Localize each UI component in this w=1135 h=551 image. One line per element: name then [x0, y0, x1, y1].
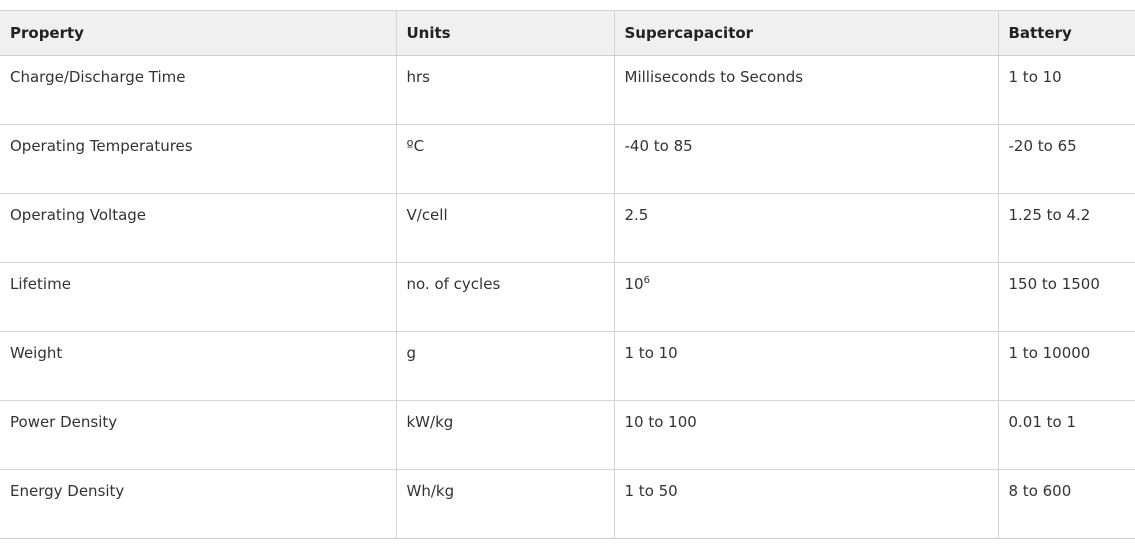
cell-units: Wh/kg [395, 469, 614, 539]
header-units: Units [395, 10, 614, 56]
cell-supercapacitor: Milliseconds to Seconds [613, 55, 998, 125]
table-row: Operating Temperatures ºC -40 to 85 -20 … [0, 124, 1135, 194]
header-battery: Battery [997, 10, 1135, 56]
header-property: Property [0, 10, 396, 56]
cell-battery: 1.25 to 4.2 [997, 193, 1135, 263]
table-row: Lifetime no. of cycles 106 150 to 1500 [0, 262, 1135, 332]
cell-units: ºC [395, 124, 614, 194]
cell-battery: 150 to 1500 [997, 262, 1135, 332]
comparison-table: Property Units Supercapacitor Battery Ch… [0, 10, 1135, 539]
cell-supercapacitor: 1 to 50 [613, 469, 998, 539]
cell-units: no. of cycles [395, 262, 614, 332]
cell-supercapacitor: -40 to 85 [613, 124, 998, 194]
cell-battery: -20 to 65 [997, 124, 1135, 194]
table-body: Charge/Discharge Time hrs Milliseconds t… [0, 55, 1135, 539]
cell-property: Charge/Discharge Time [0, 55, 396, 125]
header-row: Property Units Supercapacitor Battery [0, 10, 1135, 56]
cell-supercapacitor: 10 to 100 [613, 400, 998, 470]
cell-units: V/cell [395, 193, 614, 263]
cell-units: hrs [395, 55, 614, 125]
table-row: Operating Voltage V/cell 2.5 1.25 to 4.2 [0, 193, 1135, 263]
lifetime-exponent: 6 [643, 275, 650, 286]
cell-property: Operating Temperatures [0, 124, 396, 194]
cell-supercapacitor: 106 [613, 262, 998, 332]
lifetime-base: 10 [624, 275, 644, 293]
table-row: Energy Density Wh/kg 1 to 50 8 to 600 [0, 469, 1135, 539]
comparison-table-container: Property Units Supercapacitor Battery Ch… [0, 10, 1135, 539]
cell-units: g [395, 331, 614, 401]
cell-battery: 0.01 to 1 [997, 400, 1135, 470]
cell-supercapacitor: 1 to 10 [613, 331, 998, 401]
cell-property: Lifetime [0, 262, 396, 332]
header-supercapacitor: Supercapacitor [613, 10, 998, 56]
table-row: Weight g 1 to 10 1 to 10000 [0, 331, 1135, 401]
cell-property: Weight [0, 331, 396, 401]
table-row: Charge/Discharge Time hrs Milliseconds t… [0, 55, 1135, 125]
cell-property: Energy Density [0, 469, 396, 539]
table-row: Power Density kW/kg 10 to 100 0.01 to 1 [0, 400, 1135, 470]
table-header: Property Units Supercapacitor Battery [0, 10, 1135, 56]
cell-property: Power Density [0, 400, 396, 470]
cell-units: kW/kg [395, 400, 614, 470]
cell-property: Operating Voltage [0, 193, 396, 263]
cell-battery: 1 to 10000 [997, 331, 1135, 401]
cell-battery: 1 to 10 [997, 55, 1135, 125]
cell-supercapacitor: 2.5 [613, 193, 998, 263]
cell-battery: 8 to 600 [997, 469, 1135, 539]
